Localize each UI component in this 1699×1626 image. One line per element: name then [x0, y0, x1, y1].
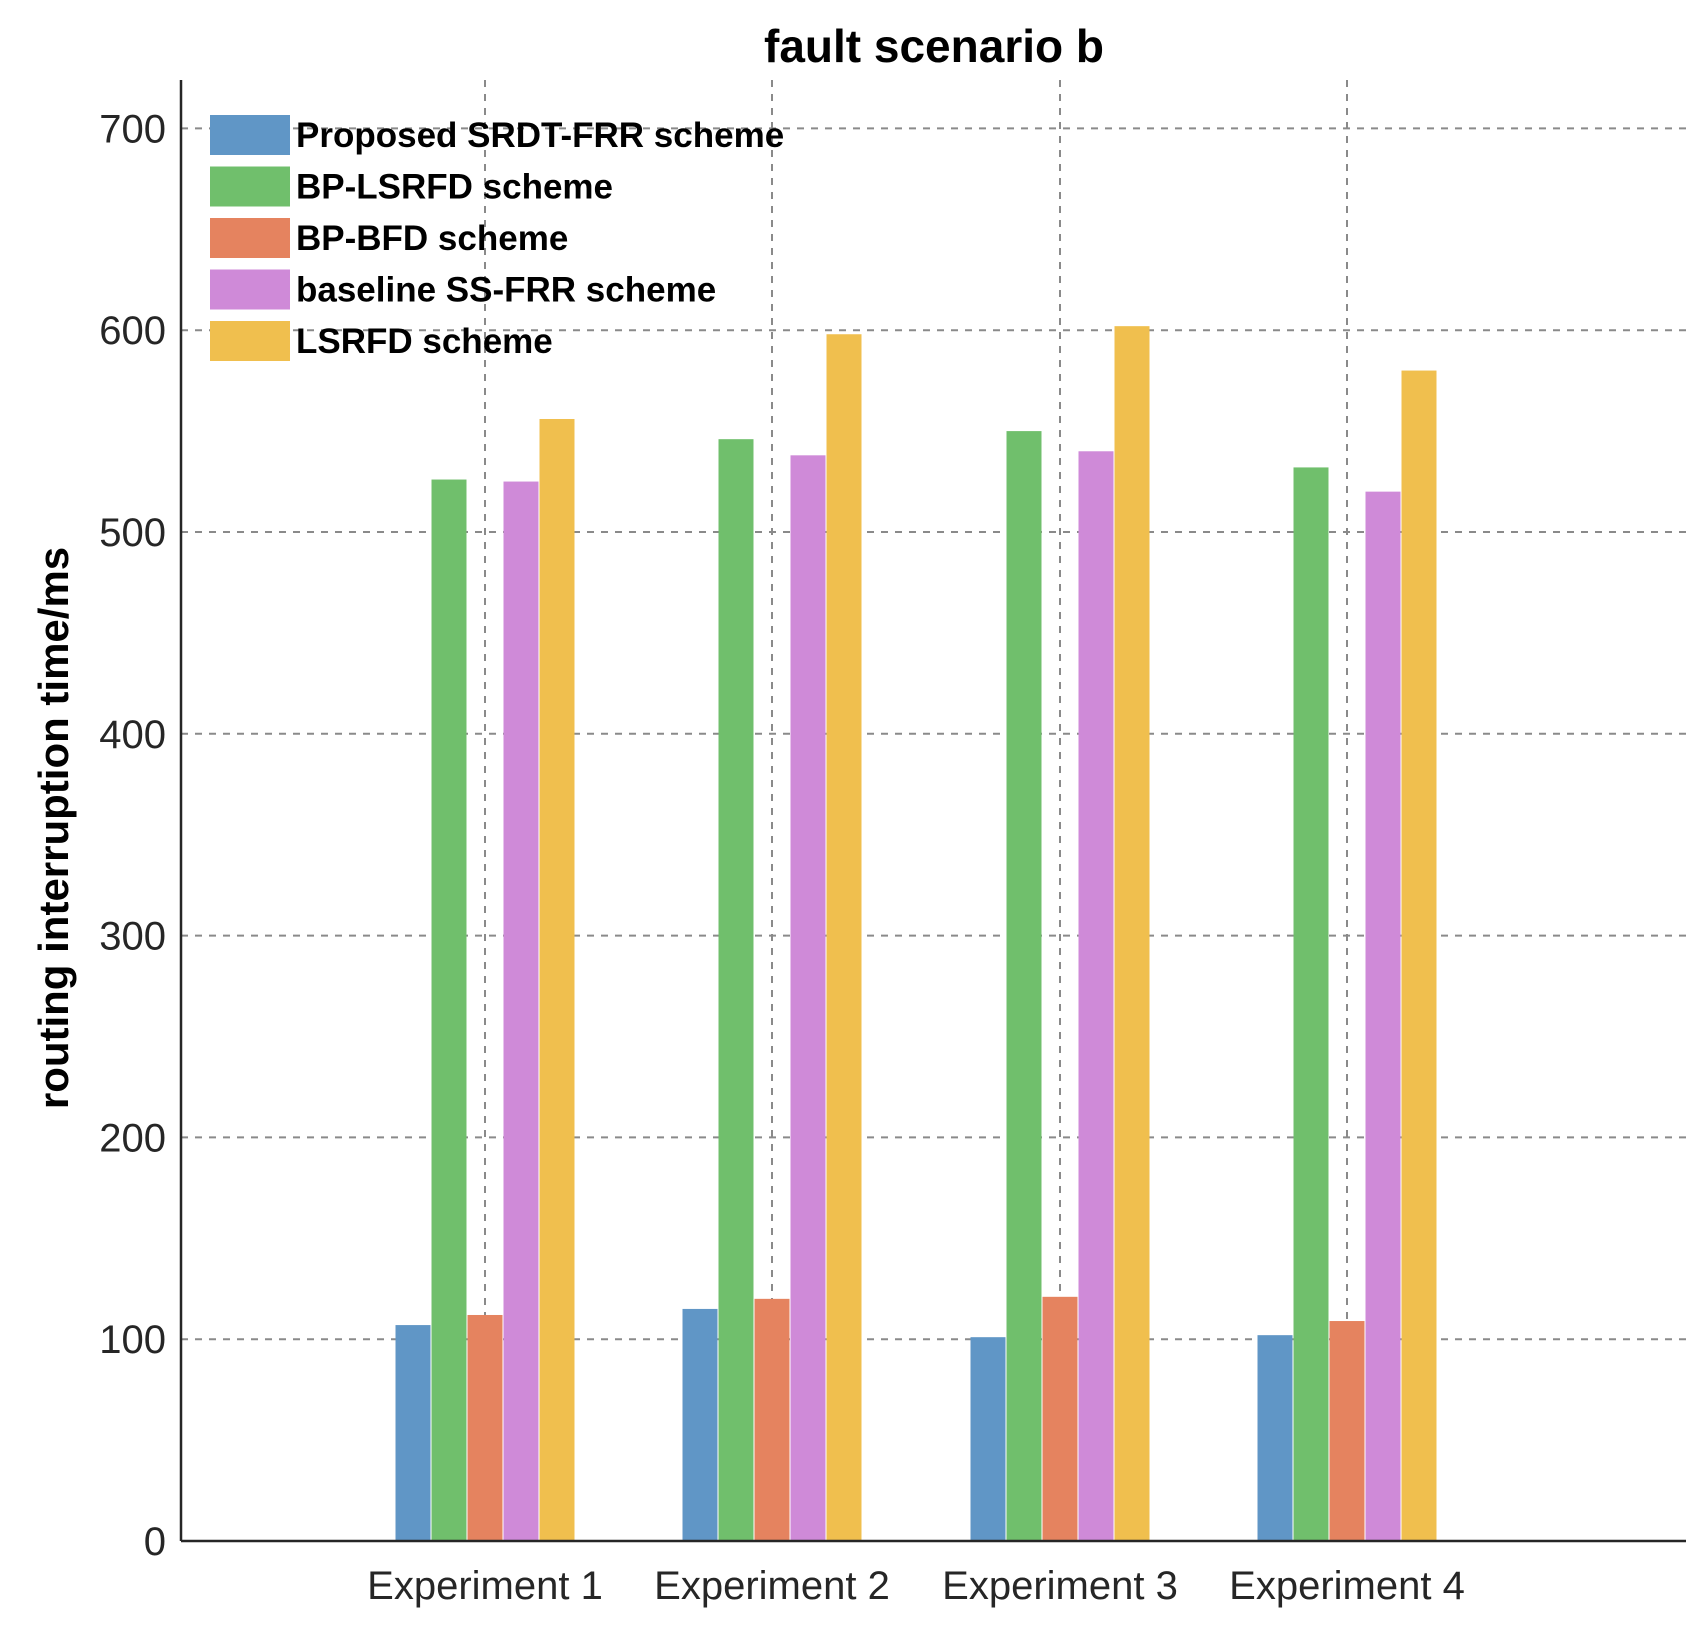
bar-series-1-experiment-1: [395, 1325, 431, 1541]
bar-series-4-experiment-1: [503, 481, 539, 1541]
y-axis-label: routing interruption time/ms: [30, 547, 77, 1109]
legend-entry-2: BP-LSRFD scheme: [210, 166, 613, 207]
bar-series-3-experiment-4: [1329, 1321, 1365, 1541]
y-tick-label-600: 600: [99, 309, 166, 353]
bar-series-5-experiment-3: [1114, 326, 1150, 1541]
legend-entry-3: BP-BFD scheme: [210, 218, 568, 258]
x-tick-label-1: Experiment 1: [367, 1564, 603, 1608]
bar-series-1-experiment-3: [970, 1337, 1006, 1541]
y-tick-label-500: 500: [99, 511, 166, 555]
legend-entry-4: baseline SS-FRR scheme: [210, 269, 716, 310]
bar-series-5-experiment-2: [826, 334, 862, 1542]
legend-swatch-2: [210, 166, 290, 207]
legend-swatch-5: [210, 321, 290, 361]
bar-series-4-experiment-2: [790, 455, 826, 1541]
legend-swatch-3: [210, 218, 290, 258]
bar-series-1-experiment-4: [1257, 1335, 1293, 1541]
bar-series-2-experiment-3: [1006, 431, 1042, 1542]
legend-swatch-4: [210, 269, 290, 310]
bar-series-3-experiment-2: [754, 1298, 790, 1541]
y-tick-label-0: 0: [144, 1520, 166, 1564]
y-tick-label-100: 100: [99, 1318, 166, 1362]
legend-entry-5: LSRFD scheme: [210, 321, 553, 361]
bar-series-1-experiment-2: [682, 1308, 718, 1541]
bar-series-4-experiment-4: [1365, 491, 1401, 1541]
bar-series-5-experiment-1: [539, 418, 575, 1542]
legend-label-5: LSRFD scheme: [296, 322, 553, 361]
y-tick-label-400: 400: [99, 713, 166, 757]
bar-series-2-experiment-2: [718, 439, 754, 1541]
y-tick-label-700: 700: [99, 107, 166, 151]
bar-series-5-experiment-4: [1401, 370, 1437, 1541]
y-tick-label-200: 200: [99, 1116, 166, 1160]
axes-layer: [179, 80, 1686, 1543]
legend-label-3: BP-BFD scheme: [296, 219, 568, 258]
bars-layer: [395, 326, 1437, 1542]
grid-layer: [181, 80, 1686, 1541]
x-tick-label-4: Experiment 4: [1229, 1564, 1465, 1608]
x-tick-label-2: Experiment 2: [654, 1564, 890, 1608]
bar-series-2-experiment-1: [431, 479, 467, 1542]
legend-label-4: baseline SS-FRR scheme: [296, 271, 716, 310]
y-tick-label-300: 300: [99, 915, 166, 959]
bar-series-3-experiment-1: [467, 1314, 503, 1541]
legend-label-1: Proposed SRDT-FRR scheme: [296, 116, 784, 155]
legend-entry-1: Proposed SRDT-FRR scheme: [210, 115, 784, 155]
bar-series-3-experiment-3: [1042, 1296, 1078, 1541]
legend-label-2: BP-LSRFD scheme: [296, 168, 613, 207]
ticks-layer: 0 100 200 300 400 500 600 700 Experiment 1 Experi…: [99, 107, 1465, 1608]
bar-series-2-experiment-4: [1293, 467, 1329, 1541]
chart-title: fault scenario b: [764, 20, 1104, 72]
bar-series-4-experiment-3: [1078, 451, 1114, 1541]
legend: Proposed SRDT-FRR scheme BP-LSRFD scheme B…: [210, 115, 784, 361]
legend-swatch-1: [210, 115, 290, 155]
x-tick-label-3: Experiment 3: [942, 1564, 1178, 1608]
